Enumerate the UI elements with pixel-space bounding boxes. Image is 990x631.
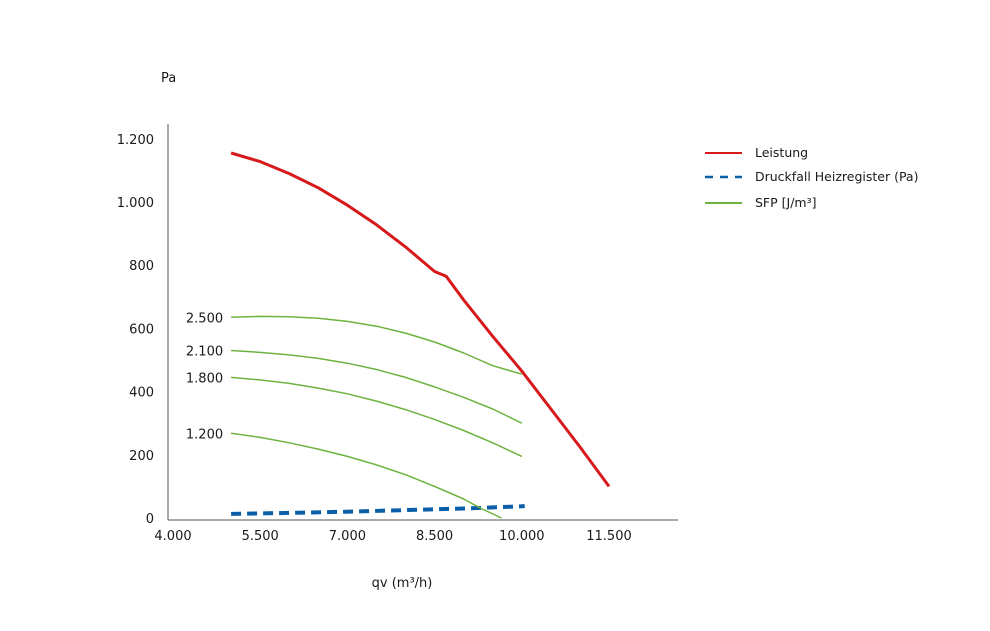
series-layer: 2.500 2.100 1.800 1.200 [186,151,611,519]
y-tick-label: 400 [129,386,154,401]
y-tick-label: 1.000 [117,196,154,211]
legend-label: Leistung [755,145,808,160]
y-tick-label: 1.200 [117,133,154,148]
x-tick-label: 7.000 [329,529,366,544]
legend-label: Druckfall Heizregister (Pa) [755,169,918,184]
y-axis-title: Pa [161,71,176,86]
sfp-curve [231,376,523,458]
x-tick-label: 8.500 [416,529,453,544]
sfp-curve [231,349,523,424]
y-tick-label: 800 [129,259,154,274]
x-tick-label: 10.000 [499,529,545,544]
sfp-curve-label: 1.200 [186,427,223,442]
druckfall-line [231,504,525,516]
x-tick-label: 11.500 [586,529,632,544]
legend: Leistung Druckfall Heizregister (Pa) SFP [… [705,145,918,210]
legend-label: SFP [J/m³] [755,195,816,210]
y-tick-label: 0 [146,512,154,527]
axes: 0 200 400 600 800 1.000 1.200 4.000 5.500 7.000 8.… [117,71,678,591]
x-tick-label: 5.500 [242,529,279,544]
x-tick-label: 4.000 [154,529,191,544]
sfp-curve-label: 1.800 [186,371,223,386]
sfp-curve-label: 2.500 [186,311,223,326]
sfp-curve-label: 2.100 [186,345,223,360]
leistung-line [230,151,611,488]
sfp-curve [231,315,523,375]
x-axis-title: qv (m³/h) [372,576,433,591]
y-tick-label: 200 [129,449,154,464]
sfp-curve [230,432,502,519]
y-tick-label: 600 [129,322,154,337]
